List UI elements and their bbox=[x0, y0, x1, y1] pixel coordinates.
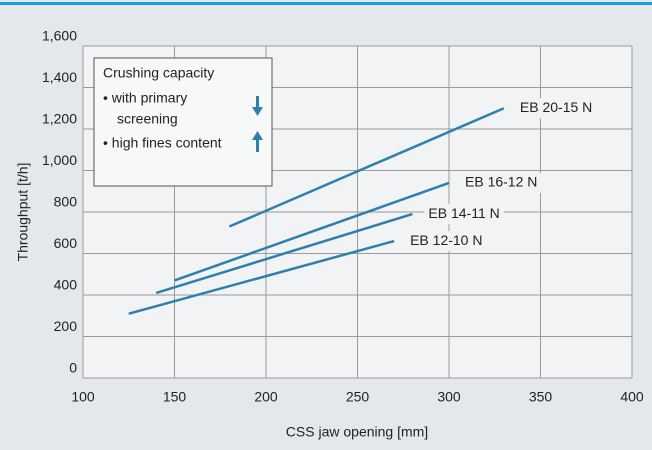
x-tick-label: 350 bbox=[529, 389, 553, 405]
y-tick-label: 0 bbox=[69, 360, 77, 376]
y-axis-label: Throughput [t/h] bbox=[15, 163, 31, 262]
series-label: EB 16-12 N bbox=[465, 174, 537, 190]
y-tick-label: 600 bbox=[54, 235, 78, 251]
line bbox=[155, 212, 413, 295]
line bbox=[228, 107, 505, 228]
series-label-bg bbox=[406, 231, 487, 252]
annotation: • with primary bbox=[103, 90, 187, 106]
down-arrow bbox=[252, 96, 263, 116]
y-tick-label: 1,600 bbox=[42, 28, 77, 44]
series-label: EB 12-10 N bbox=[410, 232, 482, 248]
up-arrow bbox=[252, 131, 263, 152]
x-tick-label: 250 bbox=[346, 389, 370, 405]
series-label-bg bbox=[515, 98, 597, 119]
series-label-bg bbox=[461, 172, 542, 193]
line bbox=[128, 239, 395, 315]
x-tick-label: 400 bbox=[620, 389, 644, 405]
x-tick-label: 200 bbox=[254, 389, 278, 405]
annotation: screening bbox=[117, 111, 178, 127]
y-tick-label: 1,000 bbox=[42, 152, 77, 168]
y-tick-label: 800 bbox=[54, 194, 78, 210]
x-tick-label: 150 bbox=[163, 389, 187, 405]
annotation: • high fines content bbox=[103, 135, 222, 151]
series-label: EB 20-15 N bbox=[520, 99, 592, 115]
x-tick-label: 100 bbox=[71, 389, 95, 405]
y-tick-label: 1,200 bbox=[42, 111, 77, 127]
series-label-bg bbox=[424, 204, 504, 225]
x-tick-label: 300 bbox=[437, 389, 461, 405]
line bbox=[174, 181, 450, 282]
y-tick-label: 400 bbox=[54, 277, 78, 293]
y-tick-label: 200 bbox=[54, 318, 78, 334]
x-axis-label: CSS jaw opening [mm] bbox=[286, 424, 428, 440]
series-label: EB 14-11 N bbox=[428, 205, 499, 221]
top-rule bbox=[0, 2, 652, 5]
legend-box bbox=[93, 57, 273, 187]
y-tick-label: 1,400 bbox=[42, 69, 77, 85]
annotation: Crushing capacity bbox=[103, 65, 214, 81]
